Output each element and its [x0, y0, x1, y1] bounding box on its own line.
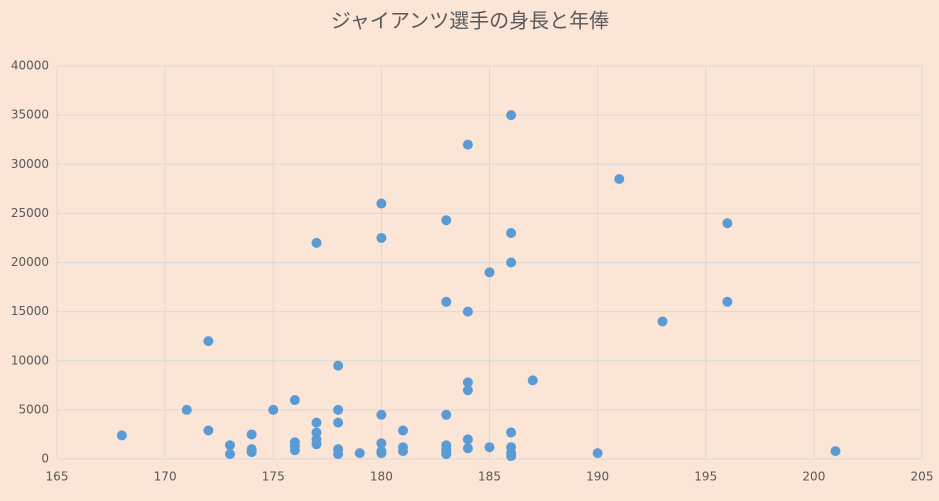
point — [527, 375, 538, 386]
point — [311, 439, 322, 450]
point — [506, 257, 517, 268]
point — [203, 425, 214, 436]
point — [441, 296, 452, 307]
point — [506, 228, 517, 239]
y-tick-label: 15000 — [11, 304, 49, 318]
x-tick-label: 175 — [262, 470, 285, 484]
point — [116, 430, 127, 441]
point — [441, 409, 452, 420]
point — [592, 448, 603, 459]
x-tick-label: 190 — [586, 470, 609, 484]
y-tick-label: 30000 — [11, 157, 49, 171]
point — [462, 443, 473, 454]
chart-title: ジャイアンツ選手の身長と年俸 — [331, 9, 609, 33]
point — [311, 237, 322, 248]
y-tick-label: 40000 — [11, 59, 49, 73]
point — [289, 395, 300, 406]
y-tick-label: 10000 — [11, 353, 49, 367]
x-tick-label: 170 — [154, 470, 177, 484]
point — [246, 447, 257, 458]
y-tick-label: 5000 — [18, 402, 49, 416]
point — [333, 449, 344, 460]
point — [506, 451, 517, 462]
point — [462, 306, 473, 317]
point — [441, 215, 452, 226]
point — [398, 425, 408, 436]
point — [462, 434, 473, 445]
point — [376, 409, 387, 420]
x-tick-label: 205 — [911, 470, 934, 484]
x-tick-label: 195 — [694, 470, 717, 484]
point — [376, 198, 387, 209]
point — [354, 448, 365, 459]
point — [462, 377, 473, 388]
point — [614, 173, 625, 184]
point — [246, 429, 257, 440]
point — [506, 427, 517, 438]
point — [441, 449, 452, 460]
point — [398, 446, 408, 457]
point — [376, 232, 387, 243]
y-tick-label: 25000 — [11, 206, 49, 220]
point — [484, 267, 495, 278]
point — [333, 417, 344, 428]
point — [333, 360, 344, 371]
point — [225, 449, 235, 460]
x-tick-label: 185 — [478, 470, 501, 484]
y-tick-label: 35000 — [11, 108, 49, 122]
point — [376, 438, 387, 449]
point — [181, 404, 192, 415]
point — [333, 404, 344, 415]
y-tick-label: 20000 — [11, 255, 49, 269]
point — [830, 446, 841, 457]
y-tick-label: 0 — [41, 452, 49, 466]
point — [311, 427, 322, 438]
point — [722, 218, 733, 229]
point — [657, 316, 668, 327]
point — [722, 296, 733, 307]
point — [376, 448, 387, 459]
point — [311, 417, 322, 428]
point — [462, 139, 473, 150]
point — [462, 385, 473, 396]
point — [289, 445, 300, 456]
point — [506, 110, 517, 121]
x-tick-label: 200 — [802, 470, 825, 484]
point — [484, 442, 495, 453]
point — [268, 404, 279, 415]
point — [203, 336, 214, 347]
x-tick-label: 180 — [370, 470, 393, 484]
x-tick-label: 165 — [46, 470, 69, 484]
point — [225, 440, 235, 451]
